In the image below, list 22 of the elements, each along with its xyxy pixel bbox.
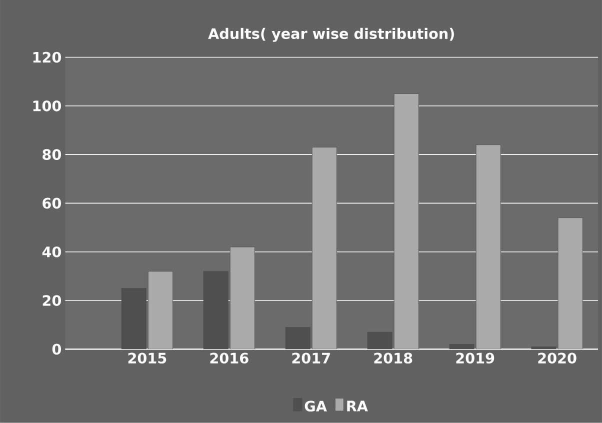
x-tick-label: 2016 [210, 352, 248, 364]
bar [476, 144, 501, 350]
x-tick-label: 2020 [538, 352, 576, 364]
bar [230, 246, 255, 350]
bar [394, 94, 419, 350]
bar [148, 271, 173, 350]
x-tick-label: 2018 [374, 352, 412, 364]
bar [558, 218, 583, 350]
bar [312, 147, 337, 350]
x-tick-label: 2017 [292, 352, 330, 364]
y-tick-label: 100 [33, 100, 61, 112]
x-tick-label: 2015 [128, 352, 166, 364]
y-tick-label: 120 [33, 52, 61, 63]
x-tick-label: 2019 [456, 352, 494, 364]
legend-label: RA [347, 400, 368, 412]
chart-title: Adults( year wise distribution) [208, 28, 454, 42]
y-tick-label: 0 [52, 344, 61, 355]
legend-label: GA [304, 400, 327, 412]
y-tick-label: 20 [42, 295, 61, 306]
y-tick-label: 80 [42, 149, 61, 160]
y-tick-label: 60 [42, 198, 61, 209]
y-tick-label: 40 [42, 246, 61, 258]
